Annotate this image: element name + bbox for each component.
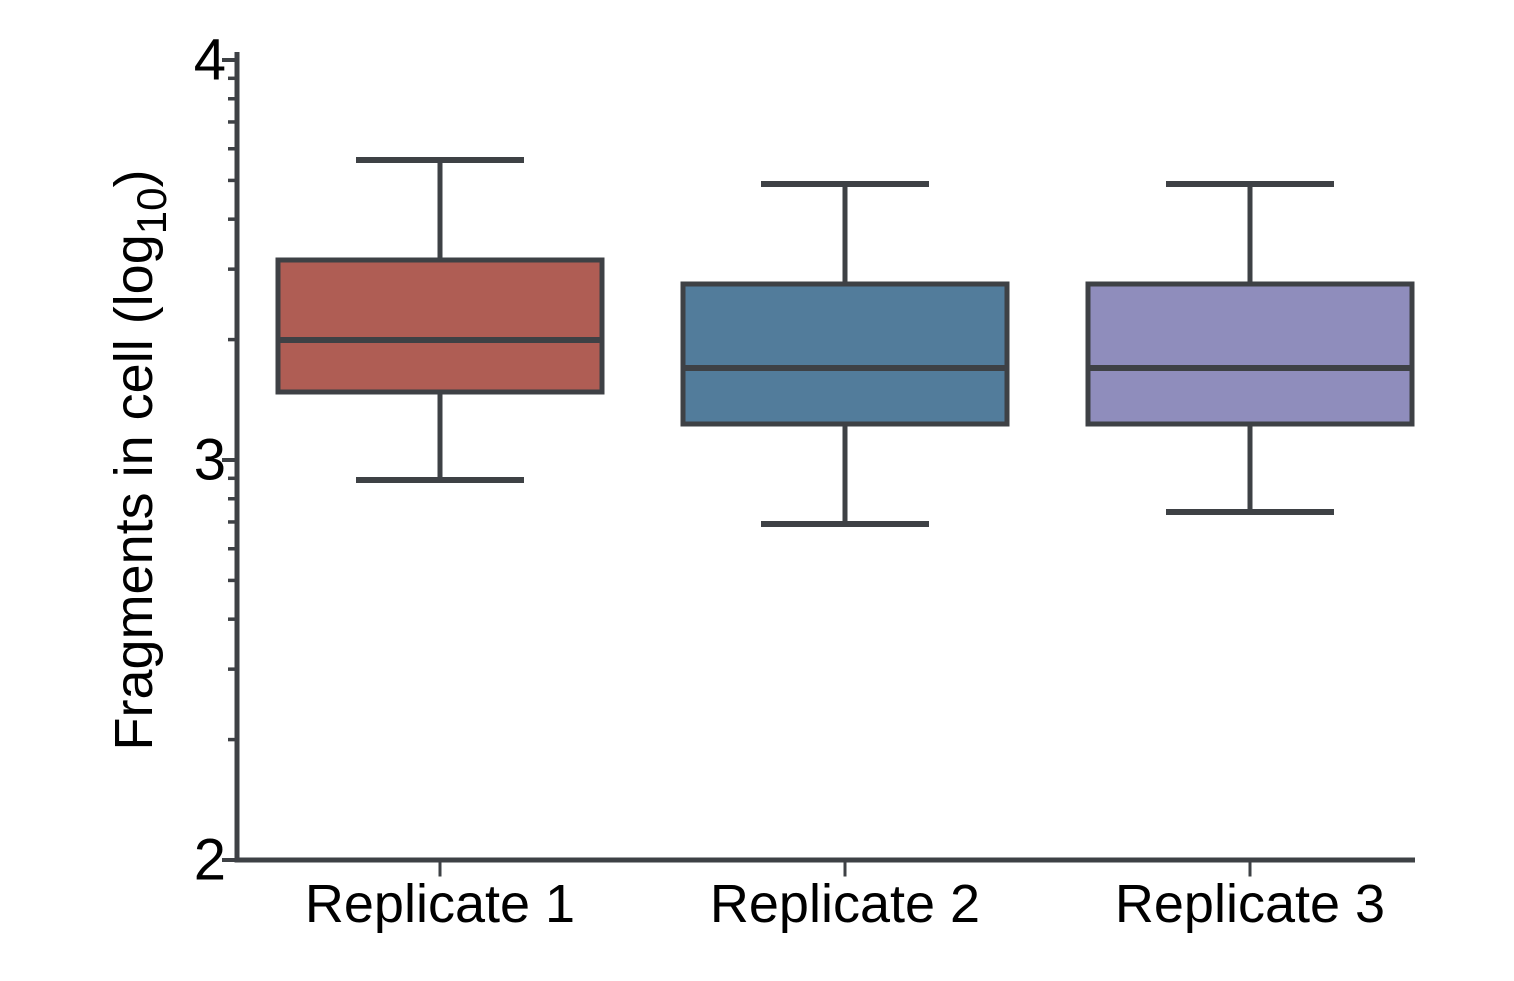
iqr-box [275, 257, 605, 395]
x-category-label: Replicate 2 [710, 874, 980, 934]
box-group-1 [275, 157, 605, 483]
y-axis-title-main: Fragments in cell (log [104, 234, 164, 750]
box-group-2 [680, 181, 1010, 527]
y-axis-title-subscript: 10 [128, 188, 175, 235]
y-axis-title: Fragments in cell (log10) [104, 170, 175, 751]
y-tick-label: 2 [194, 828, 226, 893]
iqr-box [1085, 281, 1415, 427]
x-category-label: Replicate 3 [1115, 874, 1385, 934]
y-tick-label: 4 [194, 28, 226, 93]
iqr-box [680, 281, 1010, 427]
axes: 4 3 2 Replicate 1 Replicate 2 Replicate 3 [194, 28, 1415, 934]
y-tick-label: 3 [194, 428, 226, 493]
y-axis-title-suffix: ) [104, 170, 164, 188]
box-group-3 [1085, 181, 1415, 515]
x-category-label: Replicate 1 [305, 874, 575, 934]
